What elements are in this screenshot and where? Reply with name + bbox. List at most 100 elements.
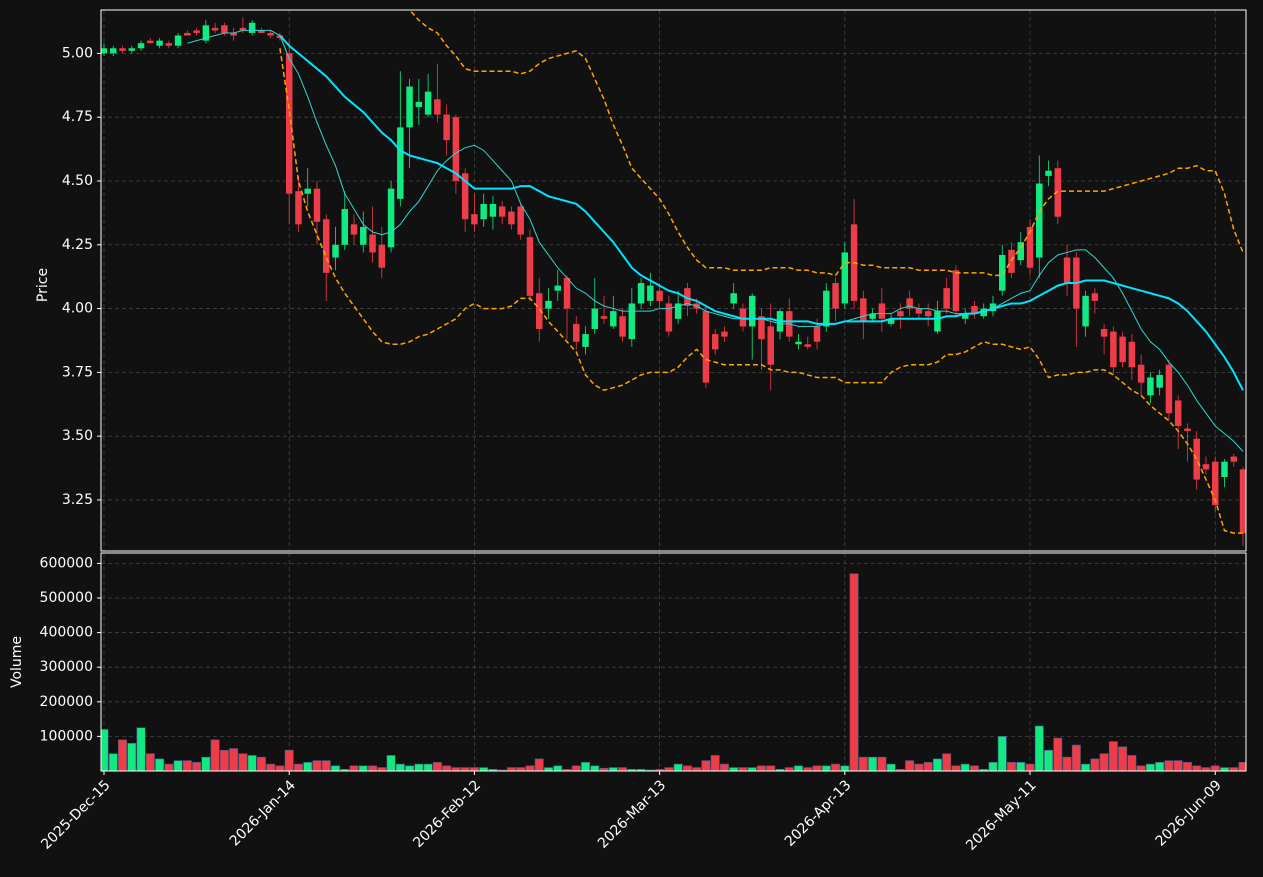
candle-body [804,344,812,347]
y-tick-label: 500000 [40,590,93,606]
candle-body [674,303,682,319]
candle-body [137,43,145,49]
candle-body [480,203,487,220]
candle-body [128,48,136,51]
volume-bar [599,767,609,771]
candle-body [174,35,182,46]
candle-body [998,254,1006,291]
candle-body [739,308,747,327]
candle-body [1026,226,1034,268]
candle-body [1193,438,1200,480]
candle-body [915,308,923,314]
candle-body [110,48,117,54]
volume-bar [201,756,211,771]
candle-body [406,86,413,128]
candle-body [1137,364,1145,383]
candle-body [767,326,774,365]
volume-bar [442,765,452,771]
volume-bar [1081,763,1091,771]
price-frame [100,9,1247,552]
candle-body [471,214,478,225]
y-tick-label: 4.75 [62,109,93,125]
volume-bar [414,763,424,771]
volume-bar [469,767,479,771]
candle-body [943,288,950,309]
candle-body [887,318,895,324]
volume-bar [423,763,433,771]
volume-bar [284,749,294,771]
volume-bar [1071,744,1081,771]
candle-body [1230,456,1237,462]
price-axis-label: Price [35,268,51,302]
candle-body [647,285,654,301]
volume-bar [784,767,794,771]
candle-body [360,226,367,245]
candle-body [1128,341,1136,368]
candle-body [489,203,497,217]
candle-body [619,316,626,337]
candle-body [119,48,126,51]
candle-body [295,191,302,225]
candle-body [711,334,719,350]
candle-body [924,311,932,317]
volume-bar [155,758,165,771]
y-tick-label: 300000 [40,659,93,675]
candle-body [795,341,802,345]
volume-bar [386,755,396,771]
volume-bar [1182,762,1192,771]
volume-bar [247,755,257,771]
volume-bar [1229,767,1239,771]
candle-body [434,99,441,115]
volume-bar [164,763,174,771]
candle-body [665,303,673,332]
candle-body [239,27,247,31]
candle-body [573,323,580,342]
volume-bar [451,767,461,771]
volume-bar [988,762,998,771]
candle-body [610,311,617,327]
volume-bar [608,767,618,771]
volume-frame [100,552,1247,772]
candle-body [1036,183,1043,258]
volume-bar [831,763,841,771]
candle-body [906,298,913,309]
candle-body [684,288,691,307]
volume-bar [645,769,655,771]
volume-bar [219,749,229,771]
candle-body [304,188,311,194]
volume-bar [1053,737,1063,771]
volume-bar [460,767,470,771]
volume-bar [1062,756,1072,771]
volume-bar [101,729,109,771]
volume-bar [942,753,952,771]
volume-bar [812,765,822,771]
candle-body [323,219,330,273]
candle-body [369,234,376,253]
y-tick-label: 5.00 [62,45,93,61]
candle-body [591,308,599,329]
volume-bar [673,763,683,771]
volume-bar [710,755,720,771]
candle-body [461,173,469,220]
volume-bar [1173,760,1183,771]
candle-body [313,188,321,222]
volume-bar [368,765,378,771]
candle-body [202,25,210,41]
volume-bar [1155,762,1165,771]
candle-body [971,306,978,314]
volume-bar [266,763,276,771]
candle-body [832,283,839,309]
volume-bar [256,756,266,771]
volume-bar [840,765,850,771]
candle-body [1165,364,1173,414]
candle-body [934,311,941,332]
volume-bar [553,765,563,771]
candle-body [1211,461,1219,506]
candle-body [1147,377,1154,396]
volume-bar [969,765,979,771]
candle-body [841,252,849,304]
volume-bar [719,763,729,771]
y-tick-label: 3.75 [62,364,93,380]
volume-bar [1016,762,1026,771]
